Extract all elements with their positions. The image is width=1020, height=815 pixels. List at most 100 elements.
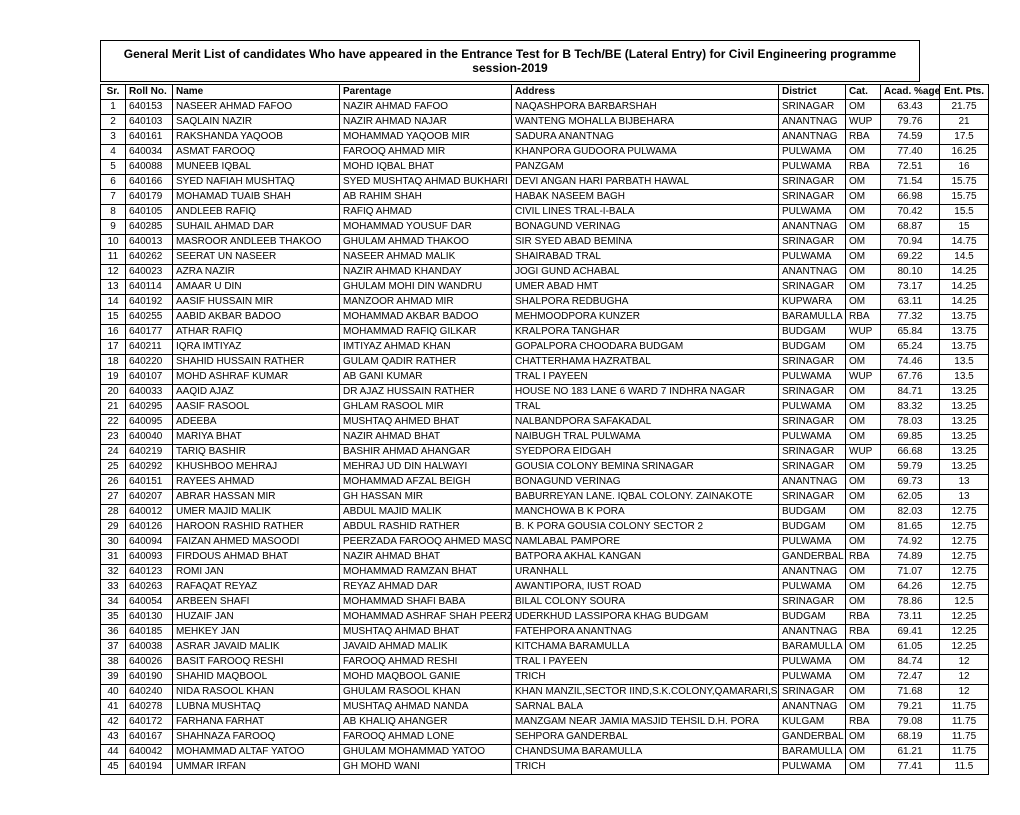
table-cell: BONAGUND VERINAG [512,475,779,490]
table-cell: 61.21 [881,745,940,760]
table-cell: 12.75 [940,550,989,565]
table-cell: SEHPORA GANDERBAL [512,730,779,745]
table-cell: GANDERBAL [779,730,846,745]
table-cell: 640295 [126,400,173,415]
table-cell: 82.03 [881,505,940,520]
table-cell: MANZOOR AHMAD MIR [340,295,512,310]
table-cell: 640211 [126,340,173,355]
table-cell: SRINAGAR [779,445,846,460]
table-cell: BILAL COLONY SOURA [512,595,779,610]
table-cell: 71.07 [881,565,940,580]
table-cell: 640094 [126,535,173,550]
table-cell: 12.5 [940,595,989,610]
table-row: 23640040MARIYA BHATNAZIR AHMAD BHATNAIBU… [101,430,989,445]
table-cell: 11.5 [940,760,989,775]
table-cell: SYED NAFIAH MUSHTAQ [173,175,340,190]
table-cell: 30 [101,535,126,550]
table-cell: 640161 [126,130,173,145]
table-cell: OM [846,640,881,655]
table-cell: BATPORA AKHAL KANGAN [512,550,779,565]
table-cell: 13.25 [940,445,989,460]
table-cell: 73.17 [881,280,940,295]
table-cell: HAROON RASHID RATHER [173,520,340,535]
table-cell: OM [846,460,881,475]
table-cell: 11.75 [940,700,989,715]
table-cell: BUDGAM [779,505,846,520]
col-cat: Cat. [846,85,881,100]
table-cell: PULWAMA [779,535,846,550]
table-cell: MOHAMMAD RAMZAN BHAT [340,565,512,580]
table-cell: SUHAIL AHMAD DAR [173,220,340,235]
table-cell: OM [846,250,881,265]
table-cell: 640130 [126,610,173,625]
table-cell: 12.25 [940,640,989,655]
table-row: 39640190SHAHID MAQBOOLMOHD MAQBOOL GANIE… [101,670,989,685]
table-cell: 640026 [126,655,173,670]
table-cell: 14.25 [940,280,989,295]
table-cell: 11.75 [940,715,989,730]
table-cell: 63.11 [881,295,940,310]
table-cell: 31 [101,550,126,565]
table-cell: 10 [101,235,126,250]
table-cell: 6 [101,175,126,190]
table-cell: PULWAMA [779,205,846,220]
table-cell: 640262 [126,250,173,265]
table-cell: FAROOQ AHMAD MIR [340,145,512,160]
table-cell: 65.24 [881,340,940,355]
table-row: 24640219TARIQ BASHIRBASHIR AHMAD AHANGAR… [101,445,989,460]
table-cell: 13.75 [940,340,989,355]
table-cell: SRINAGAR [779,490,846,505]
table-cell: 39 [101,670,126,685]
table-cell: 640151 [126,475,173,490]
table-cell: 640192 [126,295,173,310]
table-cell: 68.87 [881,220,940,235]
table-cell: B. K PORA GOUSIA COLONY SECTOR 2 [512,520,779,535]
table-cell: BUDGAM [779,520,846,535]
table-cell: KULGAM [779,715,846,730]
table-cell: 640114 [126,280,173,295]
table-cell: CIVIL LINES TRAL-I-BALA [512,205,779,220]
table-cell: SHALPORA REDBUGHA [512,295,779,310]
table-cell: SARNAL BALA [512,700,779,715]
table-cell: OM [846,730,881,745]
col-sr: Sr. [101,85,126,100]
table-cell: 79.21 [881,700,940,715]
table-cell: 67.76 [881,370,940,385]
table-cell: RAYEES AHMAD [173,475,340,490]
table-cell: KUPWARA [779,295,846,310]
table-row: 27640207ABRAR HASSAN MIRGH HASSAN MIRBAB… [101,490,989,505]
table-cell: SIR SYED ABAD BEMINA [512,235,779,250]
table-cell: 11.75 [940,730,989,745]
table-cell: SRINAGAR [779,100,846,115]
table-cell: WUP [846,445,881,460]
table-cell: MUSHTAQ AHMAD NANDA [340,700,512,715]
table-cell: 640103 [126,115,173,130]
table-row: 33640263RAFAQAT REYAZREYAZ AHMAD DARAWAN… [101,580,989,595]
table-cell: 79.08 [881,715,940,730]
table-cell: 80.10 [881,265,940,280]
table-row: 43640167SHAHNAZA FAROOQFAROOQ AHMAD LONE… [101,730,989,745]
table-row: 19640107MOHD ASHRAF KUMARAB GANI KUMARTR… [101,370,989,385]
table-cell: RBA [846,550,881,565]
table-cell: MOHAMMAD ASHRAF SHAH PEERZADA [340,610,512,625]
table-cell: 77.40 [881,145,940,160]
table-cell: TRICH [512,760,779,775]
table-cell: 74.59 [881,130,940,145]
table-row: 9640285SUHAIL AHMAD DARMOHAMMAD YOUSUF D… [101,220,989,235]
table-cell: 14.5 [940,250,989,265]
table-cell: 74.92 [881,535,940,550]
table-cell: OM [846,280,881,295]
table-cell: 73.11 [881,610,940,625]
table-cell: MOHAMAD TUAIB SHAH [173,190,340,205]
table-row: 32640123ROMI JANMOHAMMAD RAMZAN BHATURAN… [101,565,989,580]
table-cell: 12 [101,265,126,280]
table-cell: 14 [101,295,126,310]
table-cell: MANZGAM NEAR JAMIA MASJID TEHSIL D.H. PO… [512,715,779,730]
table-cell: ANDLEEB RAFIQ [173,205,340,220]
table-cell: SYED MUSHTAQ AHMAD BUKHARI [340,175,512,190]
table-cell: 2 [101,115,126,130]
table-cell: 9 [101,220,126,235]
table-cell: 21 [940,115,989,130]
table-cell: 65.84 [881,325,940,340]
table-cell: BARAMULLA [779,640,846,655]
